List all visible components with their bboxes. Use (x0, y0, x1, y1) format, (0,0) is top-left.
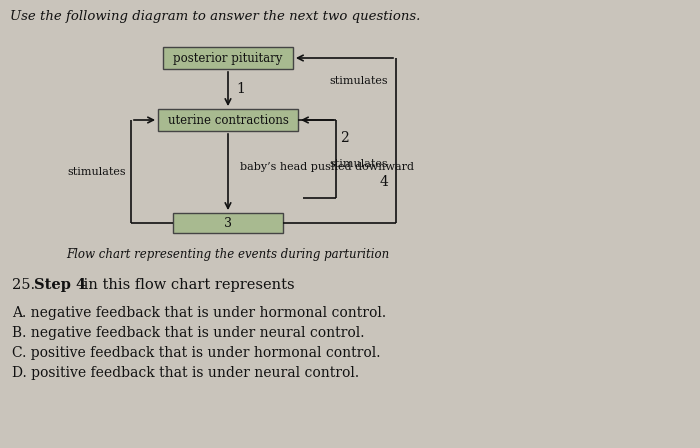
Text: C. positive feedback that is under hormonal control.: C. positive feedback that is under hormo… (12, 346, 381, 360)
Text: stimulates: stimulates (67, 167, 126, 177)
Text: 2: 2 (340, 131, 349, 145)
Text: Use the following diagram to answer the next two questions.: Use the following diagram to answer the … (10, 10, 421, 23)
Text: 1: 1 (236, 82, 245, 96)
Text: B. negative feedback that is under neural control.: B. negative feedback that is under neura… (12, 326, 365, 340)
Text: stimulates: stimulates (330, 76, 388, 86)
Text: posterior pituitary: posterior pituitary (174, 52, 283, 65)
Text: in this flow chart represents: in this flow chart represents (79, 278, 295, 292)
Text: D. positive feedback that is under neural control.: D. positive feedback that is under neura… (12, 366, 359, 380)
Text: uterine contractions: uterine contractions (167, 113, 288, 126)
Bar (158, 109, 298, 131)
Text: 25.: 25. (12, 278, 40, 292)
Bar (163, 47, 293, 69)
Text: A. negative feedback that is under hormonal control.: A. negative feedback that is under hormo… (12, 306, 386, 320)
Bar (173, 213, 283, 233)
Text: 3: 3 (224, 216, 232, 229)
Text: stimulates: stimulates (330, 159, 388, 168)
Text: Step 4: Step 4 (34, 278, 86, 292)
Text: Flow chart representing the events during parturition: Flow chart representing the events durin… (66, 248, 390, 261)
Text: 4: 4 (379, 175, 388, 189)
Text: baby’s head pushed downward: baby’s head pushed downward (240, 162, 414, 172)
